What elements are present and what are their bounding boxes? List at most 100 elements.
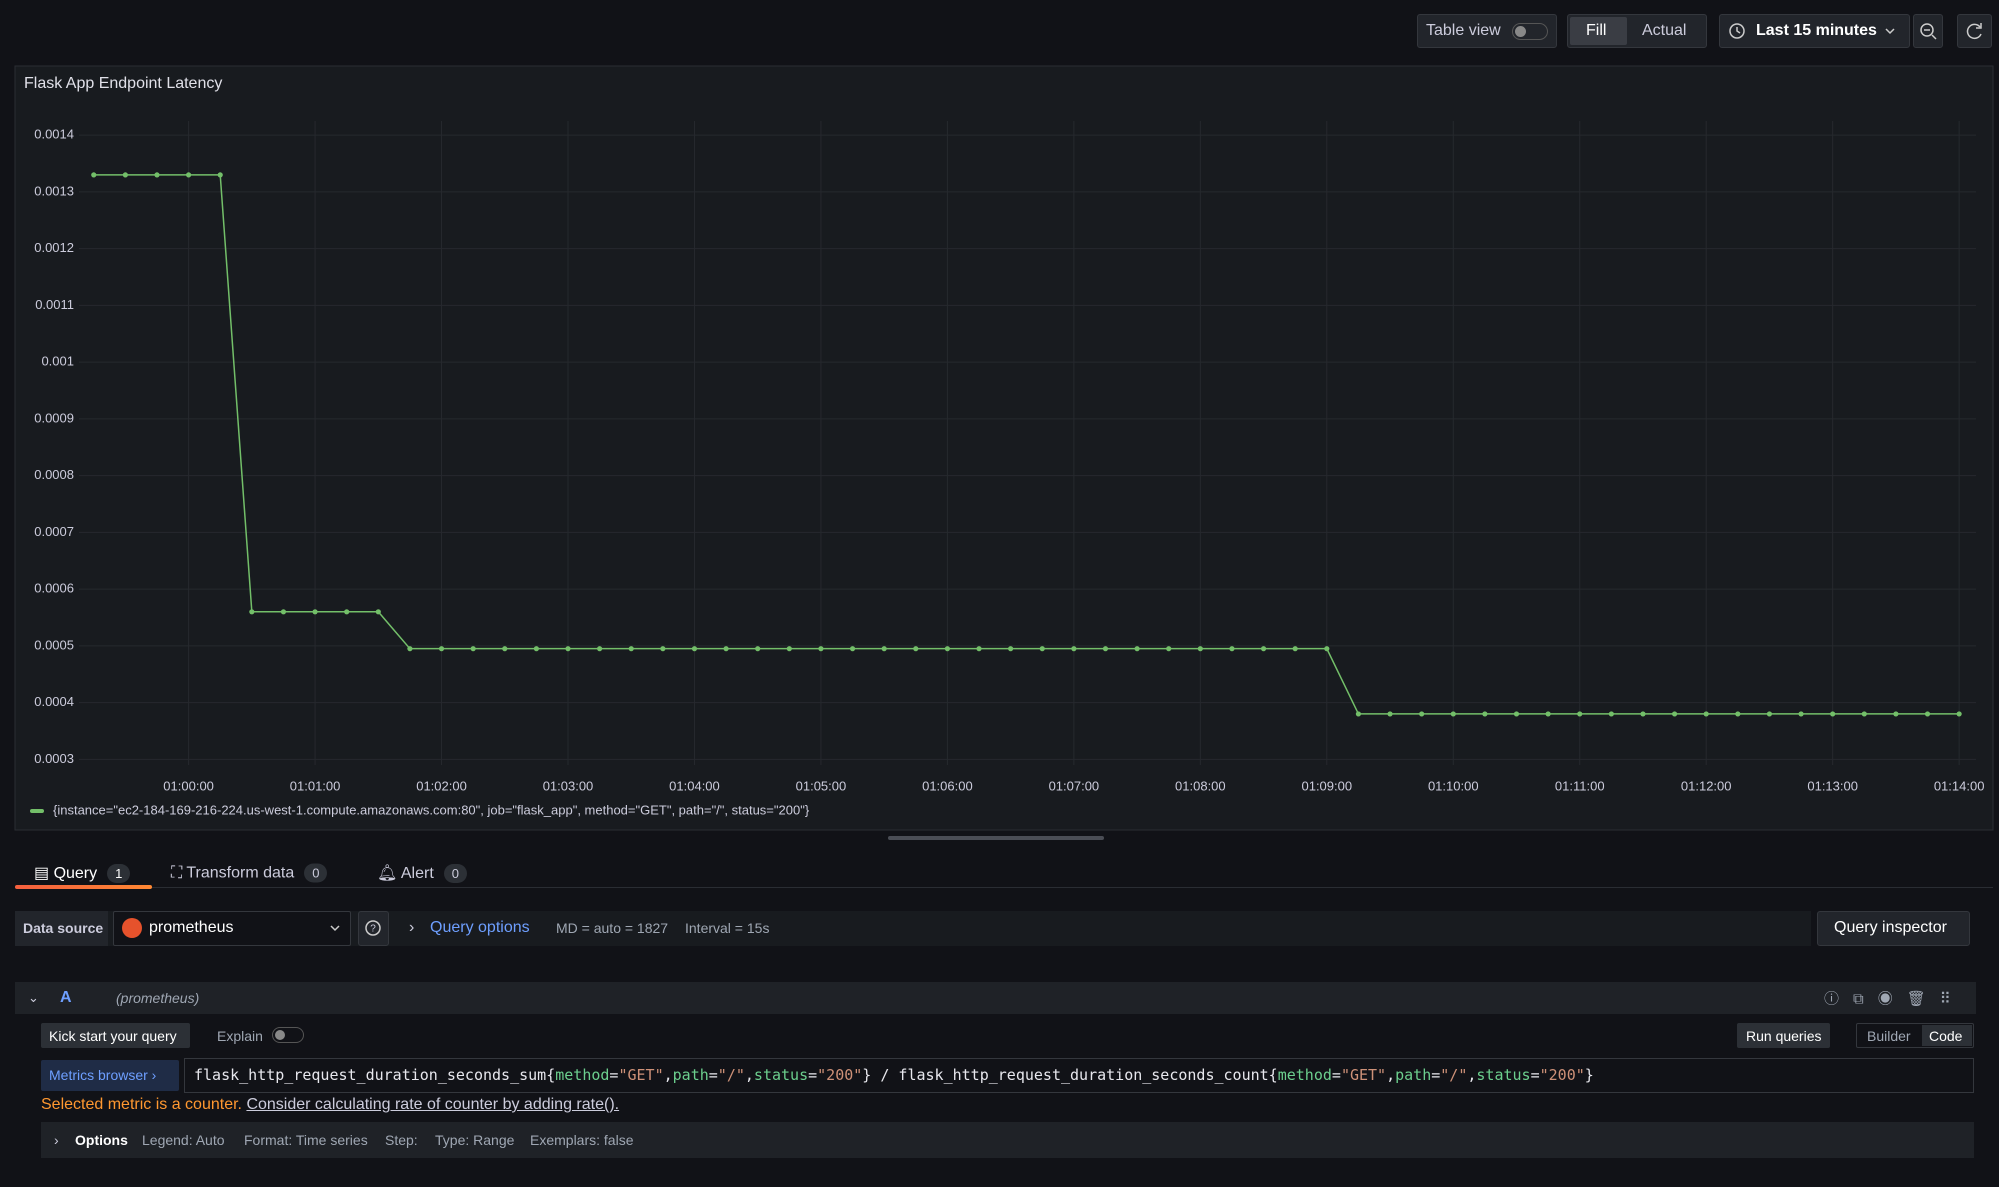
query-inspector: Query inspector <box>1834 919 1947 937</box>
x-tick-label: 01:09:00 <box>1301 778 1352 793</box>
query-options[interactable]: Query options <box>430 919 530 937</box>
metrics-browser: Metrics browser › <box>49 1067 156 1083</box>
data-point <box>1324 646 1329 651</box>
data-point <box>1862 711 1867 716</box>
transform-tab[interactable]: ⛶ Transform data0 <box>171 864 327 883</box>
panel <box>15 66 1993 830</box>
kick-start: Kick start your query <box>49 1028 177 1044</box>
tab-count: 0 <box>444 864 467 883</box>
interval: Interval = 15s <box>685 920 769 936</box>
data-point <box>1957 711 1962 716</box>
data-point <box>376 609 381 614</box>
prometheus-icon <box>122 918 142 938</box>
chart: Flask App Endpoint Latency 0.00030.00040… <box>0 0 1999 845</box>
x-tick-label: 01:12:00 <box>1681 778 1732 793</box>
data-point <box>882 646 887 651</box>
chevron-icon <box>329 922 341 934</box>
builder-button[interactable]: Builder <box>1867 1028 1911 1044</box>
x-tick-label: 01:00:00 <box>163 778 214 793</box>
y-tick-label: 0.0014 <box>34 127 74 142</box>
x-tick-label: 01:05:00 <box>796 778 847 793</box>
row-actions[interactable]: ⓘ⧉◉🗑︎⠿ <box>1824 988 1965 1009</box>
data-point <box>1166 646 1171 651</box>
chart-title: Flask App Endpoint Latency <box>24 75 222 92</box>
y-tick-label: 0.0012 <box>34 240 74 255</box>
x-tick-label: 01:08:00 <box>1175 778 1226 793</box>
x-tick-label: 01:14:00 <box>1934 778 1985 793</box>
tab-label: Transform data <box>186 865 294 882</box>
option: Step: <box>385 1132 418 1148</box>
data-point <box>1040 646 1045 651</box>
actual-button[interactable]: Actual <box>1642 22 1686 40</box>
data-point <box>1672 711 1677 716</box>
data-point <box>1609 711 1614 716</box>
data-point <box>1135 646 1140 651</box>
query-token: "200" <box>1540 1066 1585 1084</box>
data-point <box>1071 646 1076 651</box>
warning-link[interactable]: Consider calculating rate of counter by … <box>246 1096 619 1113</box>
data-point <box>1482 711 1487 716</box>
data-point <box>218 172 223 177</box>
data-point <box>502 646 507 651</box>
help-icon: ? <box>359 912 388 945</box>
collapse-chevron[interactable]: ⌄ <box>28 990 39 1006</box>
option: Legend: Auto <box>142 1132 225 1148</box>
data-point <box>787 646 792 651</box>
query-token: "/" <box>718 1066 745 1084</box>
data-point <box>1767 711 1772 716</box>
max-data-points: MD = auto = 1827 <box>556 920 668 936</box>
run-queries: Run queries <box>1746 1028 1822 1044</box>
x-tick-label: 01:13:00 <box>1807 778 1858 793</box>
data-point <box>1293 646 1298 651</box>
x-tick-label: 01:07:00 <box>1049 778 1100 793</box>
data-point <box>1261 646 1266 651</box>
code-button[interactable]: Code <box>1929 1028 1962 1044</box>
y-tick-label: 0.0011 <box>35 297 74 312</box>
x-tick-label: 01:02:00 <box>416 778 467 793</box>
data-point <box>1640 711 1645 716</box>
toggle-knob <box>1515 26 1526 37</box>
x-tick-label: 01:04:00 <box>669 778 720 793</box>
fill-button[interactable]: Fill <box>1586 22 1606 40</box>
data-point <box>976 646 981 651</box>
data-point <box>565 646 570 651</box>
datasource-hint: (prometheus) <box>116 990 199 1006</box>
expand-chevron: › <box>409 919 414 937</box>
data-point <box>1925 711 1930 716</box>
y-tick-label: 0.0006 <box>34 581 74 596</box>
help-button[interactable]: ? <box>358 911 389 946</box>
data-point <box>1830 711 1835 716</box>
refresh[interactable] <box>1957 14 1992 48</box>
legend-swatch <box>30 809 44 813</box>
zoom-out[interactable] <box>1913 14 1943 48</box>
data-point <box>1387 711 1392 716</box>
data-point <box>1735 711 1740 716</box>
data-source: prometheus <box>149 919 234 937</box>
data-point <box>1451 711 1456 716</box>
query-token: "GET" <box>618 1066 663 1084</box>
x-tick-label: 01:06:00 <box>922 778 973 793</box>
query-tab[interactable]: ▤ Query1 <box>34 863 130 883</box>
alert-tab[interactable]: 🔔︎ Alert0 <box>377 863 467 883</box>
data-point <box>249 609 254 614</box>
query-token: = <box>1332 1066 1341 1084</box>
toggle-knob <box>275 1030 285 1040</box>
data-point <box>154 172 159 177</box>
data-point <box>1229 646 1234 651</box>
resize-handle[interactable] <box>888 836 1104 840</box>
option: Exemplars: false <box>530 1132 633 1148</box>
explain-toggle[interactable] <box>272 1027 304 1043</box>
data-point <box>123 172 128 177</box>
y-tick-label: 0.0009 <box>34 410 74 425</box>
data-point <box>344 609 349 614</box>
data-point <box>1893 711 1898 716</box>
y-tick-label: 0.0008 <box>34 467 74 482</box>
y-tick-label: 0.0013 <box>34 183 74 198</box>
y-tick-label: 0.0007 <box>34 524 74 539</box>
warning-text: Selected metric is a counter. <box>41 1096 242 1113</box>
x-tick-label: 01:03:00 <box>543 778 594 793</box>
toggle[interactable] <box>1512 23 1548 40</box>
query-token: "GET" <box>1341 1066 1386 1084</box>
data-point <box>1356 711 1361 716</box>
